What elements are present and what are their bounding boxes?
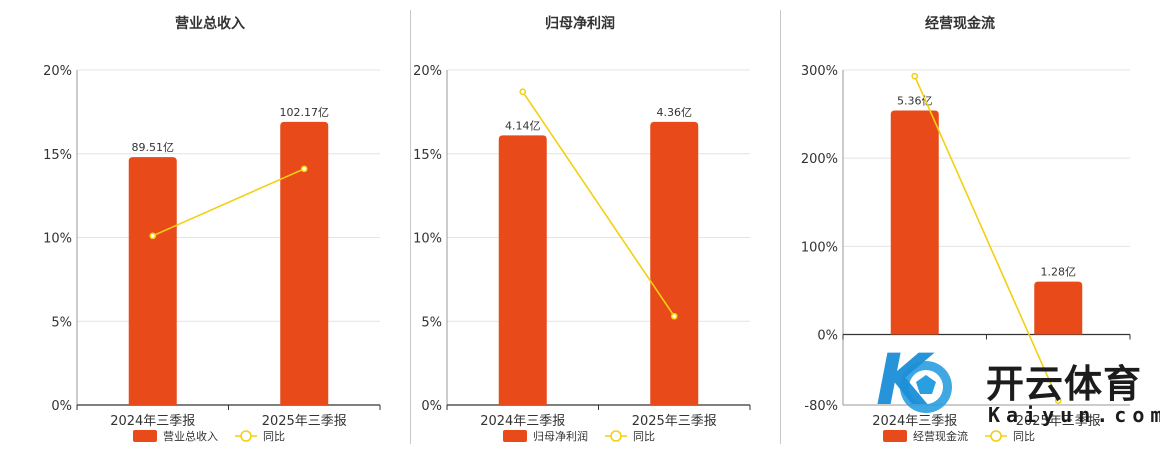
bar-data-label: 4.14亿 bbox=[505, 119, 541, 132]
x-tick-label: 2024年三季报 bbox=[110, 414, 195, 429]
y-tick-label: 15% bbox=[413, 148, 442, 163]
x-tick-label: 2025年三季报 bbox=[1016, 414, 1101, 429]
y-tick-label: 20% bbox=[43, 64, 72, 79]
net-profit-chart: 归母净利润 0% 5% 10% 15% 20% 2024年三季报 4.14亿 2025年三季报 4… bbox=[413, 15, 751, 443]
line-point bbox=[519, 88, 527, 96]
panel-divider bbox=[410, 10, 411, 444]
bar bbox=[498, 135, 547, 405]
bar-data-label: 89.51亿 bbox=[132, 141, 175, 154]
x-tick-label: 2025年三季报 bbox=[262, 414, 347, 429]
x-tick-label: 2024年三季报 bbox=[872, 414, 957, 429]
bar-data-label: 4.36亿 bbox=[657, 106, 693, 119]
y-tick-label: 0% bbox=[51, 399, 72, 414]
line-series bbox=[522, 91, 675, 317]
y-tick-label: 10% bbox=[413, 232, 442, 247]
chart-title: 归母净利润 bbox=[545, 15, 615, 32]
legend-bar-label: 营业总收入 bbox=[163, 429, 218, 443]
line-point bbox=[149, 232, 157, 240]
line-point bbox=[300, 165, 308, 173]
y-tick-label: 100% bbox=[801, 240, 838, 255]
legend-line-label: 同比 bbox=[1013, 430, 1035, 443]
legend-bar-swatch bbox=[133, 430, 157, 442]
chart-title: 营业总收入 bbox=[175, 15, 245, 32]
chart-panel-revenue: 营业总收入 0% 5% 10% 15% 20% 2024年三季报 89.51亿 2025年三季报… bbox=[0, 0, 410, 450]
y-tick-label: 20% bbox=[413, 64, 442, 79]
bar bbox=[890, 110, 939, 335]
line-point bbox=[911, 72, 919, 80]
legend-line-marker bbox=[610, 430, 622, 442]
y-tick-label: 300% bbox=[801, 64, 838, 79]
bar bbox=[650, 121, 699, 406]
y-tick-label: 15% bbox=[43, 148, 72, 163]
line-point bbox=[670, 312, 678, 320]
y-tick-label: 0% bbox=[421, 399, 442, 414]
legend-line-label: 同比 bbox=[633, 430, 655, 443]
legend-line-marker bbox=[240, 430, 252, 442]
y-tick-label: 5% bbox=[421, 315, 442, 330]
cash-flow-chart: 经营现金流-80%0%100%200%300%2024年三季报5.36亿2025… bbox=[801, 15, 1131, 443]
legend-bar-label: 经营现金流 bbox=[913, 429, 968, 443]
line-series bbox=[914, 75, 1059, 401]
line-point bbox=[1054, 397, 1062, 404]
bar bbox=[280, 121, 329, 406]
legend-bar-label: 归母净利润 bbox=[533, 429, 588, 443]
x-tick-label: 2024年三季报 bbox=[480, 414, 565, 429]
bar-data-label: 1.28亿 bbox=[1041, 266, 1077, 279]
bar-data-label: 102.17亿 bbox=[280, 106, 330, 119]
chart-panel-net-profit: 归母净利润 0% 5% 10% 15% 20% 2024年三季报 4.14亿 2025年三季报 4… bbox=[411, 0, 780, 450]
bar bbox=[128, 157, 177, 405]
legend-line-label: 同比 bbox=[263, 430, 285, 443]
y-tick-label: 0% bbox=[817, 328, 838, 343]
legend-bar-swatch bbox=[883, 430, 907, 442]
y-tick-label: 5% bbox=[51, 315, 72, 330]
x-tick-label: 2025年三季报 bbox=[632, 414, 717, 429]
revenue-chart: 营业总收入 0% 5% 10% 15% 20% 2024年三季报 89.51亿 2025年三季报… bbox=[43, 15, 381, 443]
panel-divider bbox=[780, 10, 781, 444]
line-series bbox=[152, 168, 305, 237]
y-tick-label: 10% bbox=[43, 232, 72, 247]
chart-title: 经营现金流 bbox=[925, 15, 995, 32]
legend-bar-swatch bbox=[503, 430, 527, 442]
chart-panel-cash-flow: 经营现金流 -80% 0% 100% 200% 300% 2024年三季报 5.36亿 2025… bbox=[781, 0, 1160, 450]
y-tick-label: -80% bbox=[804, 399, 838, 414]
bar bbox=[1034, 281, 1083, 335]
legend-line-marker bbox=[990, 430, 1002, 442]
y-tick-label: 200% bbox=[801, 152, 838, 167]
